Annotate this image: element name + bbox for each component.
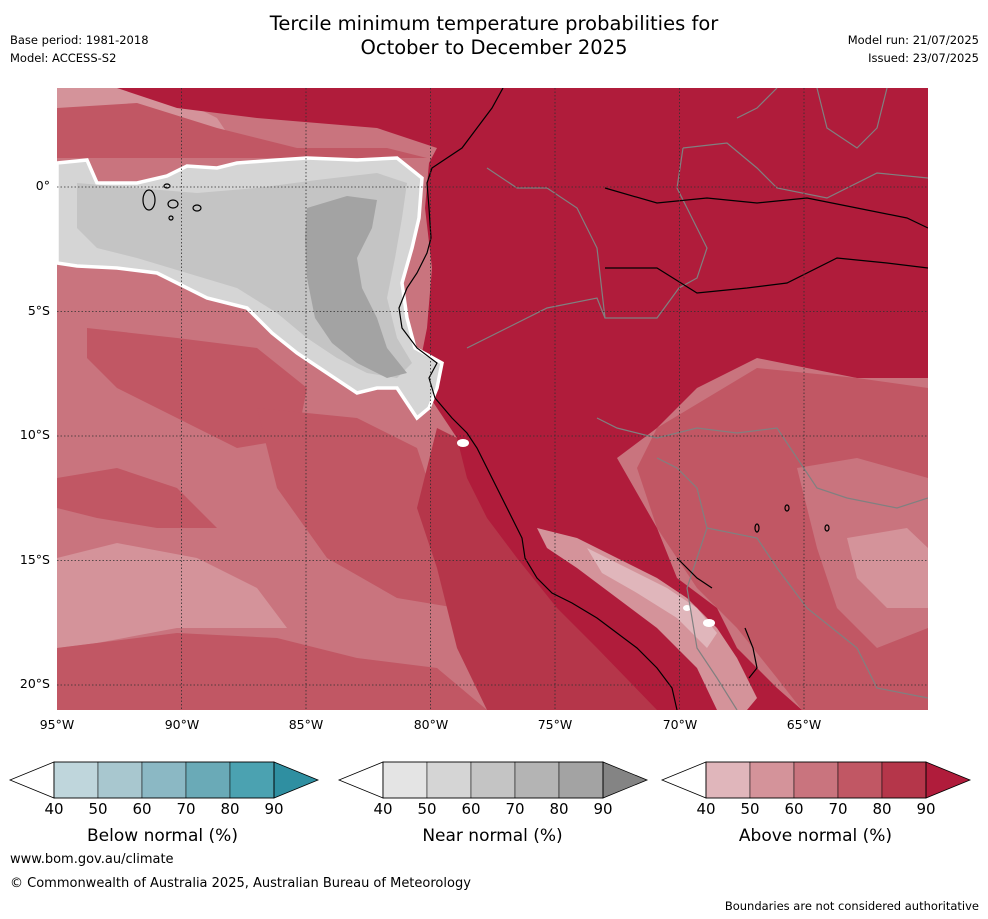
colorbar-segment [185,761,231,799]
lon-label-65w: 65°W [786,717,822,732]
white-speck-2 [703,619,715,627]
colorbar-tick-label: 90 [916,800,936,818]
southwest-light-band [57,543,287,648]
inland-lightest-patch [847,528,928,608]
colorbar-segment [470,761,516,799]
near-normal-dark-shade [305,196,407,378]
northwest-mid-band [57,103,427,158]
colorbar-outline [382,761,604,799]
colorbar-near-normal [337,761,649,799]
colorbar-right-extend [602,761,649,799]
colorbar-tick-label: 80 [872,800,892,818]
meta-right: Model run: 21/07/2025 Issued: 23/07/2025 [848,31,979,67]
colorbar-title-above: Above normal (%) [738,826,893,846]
issued-text: Issued: 23/07/2025 [868,51,979,65]
white-speck-3 [683,605,691,611]
colorbar-tick-label: 40 [44,800,64,818]
colorbar-tick-label: 70 [505,800,525,818]
colorbar-tick-label: 80 [220,800,240,818]
probability-map [57,88,928,710]
white-speck-1 [457,439,469,447]
land-above-normal-region [417,88,928,710]
colorbar-segment [881,761,927,799]
colorbar-segment [705,761,751,799]
colorbar-tick-label: 80 [549,800,569,818]
colorbar-outline [705,761,927,799]
ocean-dark-patch-2 [257,408,477,608]
colorbar-below-normal [8,761,320,799]
colorbar-tick-label: 50 [88,800,108,818]
colorbar-segment [749,761,795,799]
lat-label-15s: 15°S [19,552,50,567]
colorbar-segment [53,761,99,799]
lat-label-5s: 5°S [27,303,50,318]
colorbar-left-extend [337,761,384,799]
lat-label-20s: 20°S [19,676,50,691]
colorbar-outline [53,761,275,799]
lon-label-80w: 80°W [413,717,449,732]
colorbar-segment [426,761,472,799]
colorbar-title-below: Below normal (%) [87,826,238,846]
ocean-dark-patch-south [57,633,487,710]
andes-lightest-strip [587,548,717,648]
lon-label-85w: 85°W [288,717,324,732]
colorbar-segment [837,761,883,799]
lon-label-90w: 90°W [164,717,200,732]
model-run-text: Model run: 21/07/2025 [847,33,979,47]
footer-url[interactable]: www.bom.gov.au/climate [10,852,174,867]
gridlines [57,88,928,710]
meta-left: Base period: 1981-2018 Model: ACCESS-S2 [10,31,149,67]
ocean-dark-patch-1 [87,328,307,448]
andes-light-strip [537,528,757,710]
model-text: Model: ACCESS-S2 [10,51,117,65]
islands [142,183,830,533]
colorbar-tick-label: 70 [828,800,848,818]
colorbar-tick-label: 50 [417,800,437,818]
colorbar-above-normal [660,761,972,799]
footer-copyright: © Commonwealth of Australia 2025, Austra… [10,876,471,891]
colorbar-segment [793,761,839,799]
colorbar-segment [514,761,560,799]
title-line-1: Tercile minimum temperature probabilitie… [269,12,719,35]
colorbar-tick-label: 60 [784,800,804,818]
chart-title: Tercile minimum temperature probabilitie… [0,12,988,60]
ocean-dark-patch-3 [57,468,217,528]
colorbar-segment [382,761,428,799]
colorbar-right-extend [273,761,320,799]
colorbar-left-extend [660,761,707,799]
colorbar-tick-label: 40 [373,800,393,818]
colorbar-tick-label: 60 [132,800,152,818]
colorbar-tick-label: 90 [593,800,613,818]
footer-disclaimer: Boundaries are not considered authoritat… [724,899,979,913]
colorbar-title-near: Near normal (%) [422,826,563,846]
colorbar-segment [97,761,143,799]
title-line-2: October to December 2025 [360,36,628,59]
colorbar-segment [229,761,275,799]
colorbar-tick-label: 40 [696,800,716,818]
colorbar-left-extend [8,761,55,799]
colorbars [8,761,972,799]
colorbar-segment [141,761,187,799]
base-period-text: Base period: 1981-2018 [10,33,149,47]
colorbar-segment [558,761,604,799]
lon-label-75w: 75°W [537,717,573,732]
colorbar-right-extend [925,761,972,799]
coastlines [398,88,928,710]
colorbar-tick-label: 60 [461,800,481,818]
lat-label-10s: 10°S [19,427,50,442]
lon-label-95w: 95°W [39,717,75,732]
lat-label-0: 0° [35,178,50,193]
colorbar-tick-label: 90 [264,800,284,818]
colorbar-tick-label: 50 [740,800,760,818]
colorbar-tick-label: 70 [176,800,196,818]
lon-label-70w: 70°W [662,717,698,732]
